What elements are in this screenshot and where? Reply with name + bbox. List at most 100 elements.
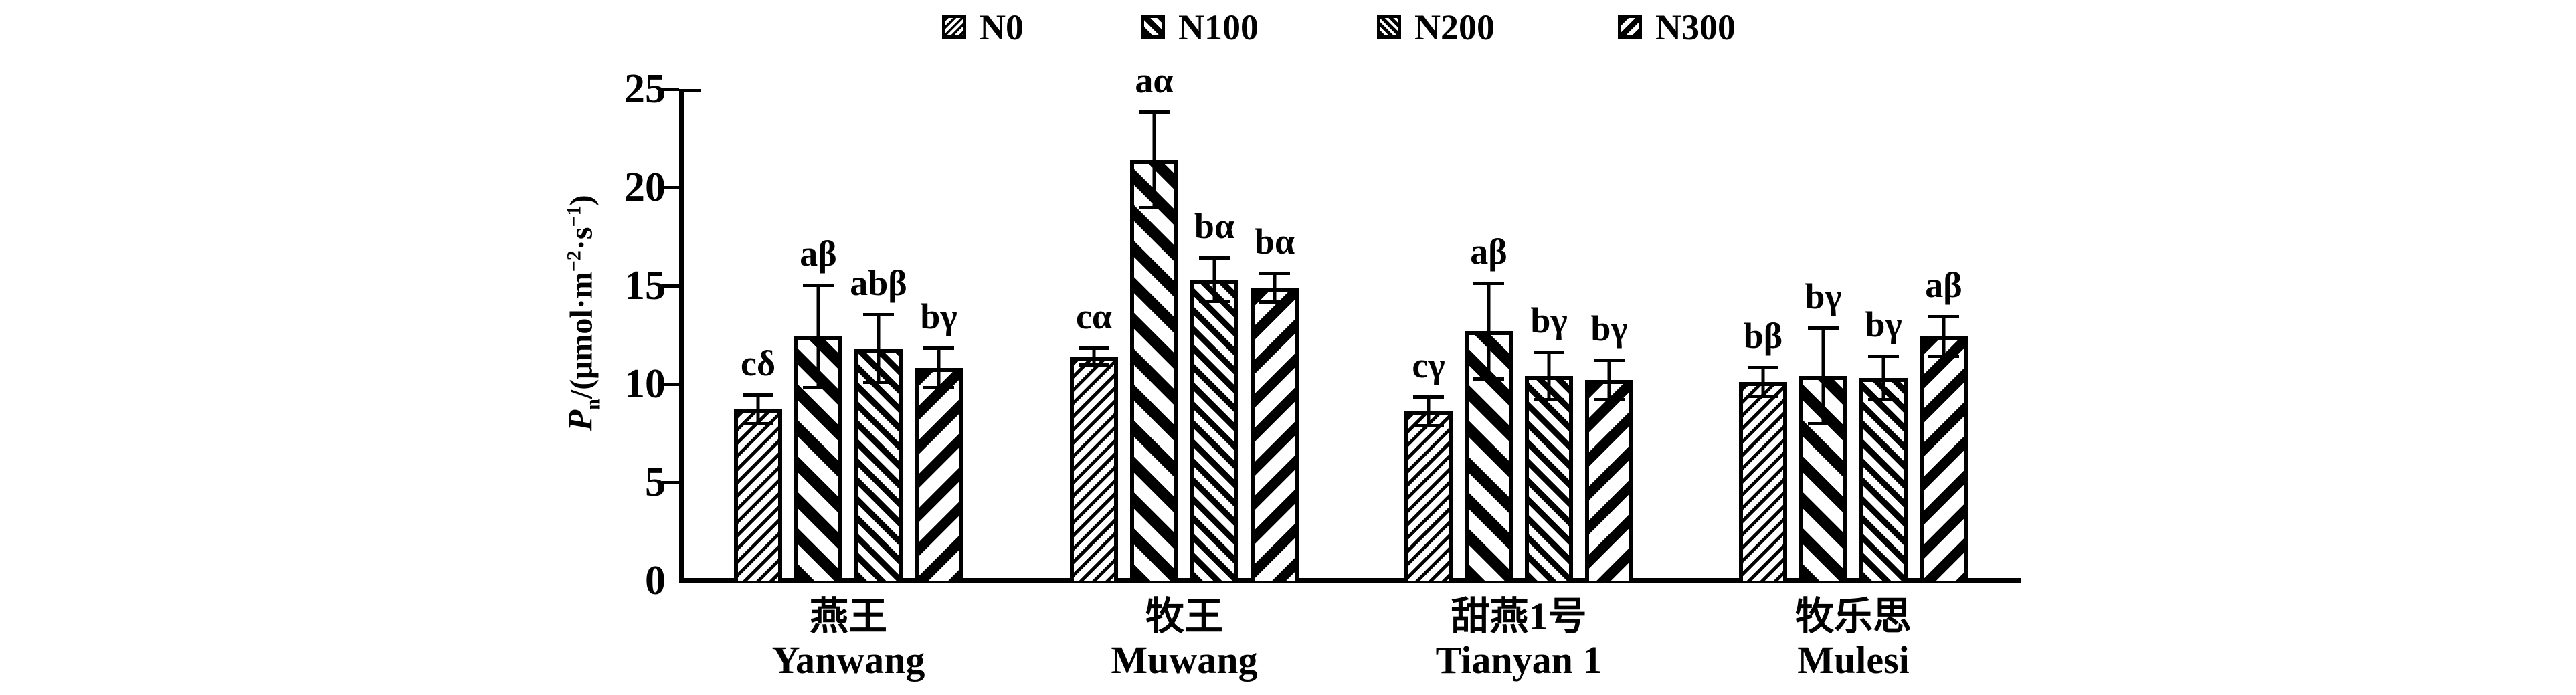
error-bar-cap [1473, 282, 1504, 285]
legend-label: N100 [1178, 7, 1259, 47]
error-bar-cap [1928, 315, 1959, 318]
error-bar [1413, 395, 1444, 427]
significance-label: bβ [1743, 316, 1783, 356]
error-bar [1473, 282, 1504, 381]
legend-swatch-n0 [942, 15, 966, 39]
error-bar-stem [1212, 256, 1216, 303]
bar-n300-2 [1585, 380, 1633, 581]
bar-n0-1 [1070, 357, 1118, 581]
error-bar-stem [1761, 366, 1765, 398]
error-bar-cap [923, 386, 954, 389]
significance-label: cα [1075, 296, 1113, 336]
error-bar [1594, 359, 1625, 401]
category-label-cn: 牧乐思 [1795, 595, 1912, 638]
error-bar-cap [803, 386, 834, 389]
significance-label: bγ [1590, 308, 1628, 349]
error-bar-cap [1199, 300, 1230, 303]
error-bar-cap [1808, 326, 1839, 330]
error-bar-cap [1259, 272, 1290, 275]
legend-label: N200 [1414, 7, 1495, 47]
significance-label: bγ [1530, 300, 1568, 340]
error-bar-stem [756, 393, 760, 425]
category-label-cn: 牧王 [1145, 595, 1224, 638]
error-bar-cap [1748, 366, 1778, 369]
bar-n0-0 [734, 409, 782, 581]
error-bar [743, 393, 773, 425]
error-bar-cap [1534, 351, 1564, 354]
category-label-cn: 甜燕1号 [1451, 595, 1587, 638]
error-bar-cap [1199, 256, 1230, 260]
error-bar-stem [1427, 395, 1431, 427]
error-bar-cap [1473, 377, 1504, 381]
error-bar-cap [743, 422, 773, 425]
error-bar-cap [1928, 355, 1959, 358]
error-bar-stem [1152, 110, 1156, 209]
significance-label: bγ [920, 296, 957, 336]
error-bar-stem [1607, 359, 1611, 401]
bar-n300-1 [1251, 288, 1299, 581]
y-axis-top-cap [684, 89, 701, 92]
significance-label: bα [1194, 206, 1235, 246]
bar-n0-3 [1739, 382, 1787, 581]
error-bar-cap [1259, 300, 1290, 304]
y-axis-tick [662, 383, 679, 386]
bar-n300-3 [1920, 336, 1968, 581]
bar-n200-1 [1190, 280, 1238, 581]
y-axis-tick-label: 20 [624, 165, 666, 210]
significance-label: bγ [1805, 276, 1842, 316]
y-axis-tick [662, 186, 679, 189]
error-bar-cap [1413, 395, 1444, 399]
significance-label: cδ [741, 343, 775, 383]
bar-n0-2 [1404, 411, 1453, 581]
legend-swatch-n300 [1618, 15, 1642, 39]
error-bar-cap [1413, 424, 1444, 427]
error-bar-cap [923, 346, 954, 350]
error-bar-cap [1139, 206, 1170, 209]
y-axis-tick [662, 481, 679, 484]
bar-n200-2 [1525, 376, 1573, 581]
significance-label: aα [1135, 60, 1174, 100]
significance-label: aβ [800, 233, 837, 274]
error-bar-cap [1079, 363, 1109, 367]
error-bar-cap [743, 393, 773, 397]
error-bar [1868, 355, 1899, 401]
legend-swatch-n100 [1141, 15, 1165, 39]
error-bar-stem [816, 284, 820, 389]
error-bar-cap [1868, 398, 1899, 401]
y-axis-tick-label: 10 [624, 361, 666, 407]
error-bar-stem [1547, 351, 1551, 401]
error-bar [1199, 256, 1230, 303]
error-bar [1928, 315, 1959, 358]
error-bar-stem [1821, 326, 1825, 425]
error-bar-stem [937, 346, 941, 389]
error-bar-stem [1092, 346, 1096, 367]
legend-swatch-n200 [1377, 15, 1401, 39]
significance-label: aβ [1470, 231, 1507, 272]
bar-n300-0 [915, 368, 963, 581]
legend-label: N300 [1655, 7, 1736, 47]
bar-n100-2 [1465, 331, 1513, 581]
error-bar [863, 313, 894, 384]
error-bar-stem [1942, 315, 1946, 358]
y-axis-tick [662, 284, 679, 288]
bar-n100-1 [1130, 160, 1178, 581]
significance-label: cγ [1412, 345, 1445, 385]
x-axis-line [679, 578, 2021, 583]
error-bar-stem [1881, 355, 1885, 401]
category-label-en: Tianyan 1 [1435, 638, 1602, 682]
category-label-cn: 燕王 [809, 595, 888, 638]
y-axis-tick-label: 0 [645, 558, 666, 603]
error-bar-cap [1748, 395, 1778, 398]
y-axis-line [679, 89, 684, 583]
error-bar-cap [1594, 359, 1625, 362]
error-bar-cap [863, 381, 894, 384]
y-axis-label-symbol: P [561, 409, 600, 431]
error-bar-cap [1079, 346, 1109, 350]
error-bar-cap [803, 284, 834, 287]
y-axis-tick-label: 5 [645, 460, 666, 505]
significance-label: bα [1254, 221, 1295, 262]
error-bar-cap [1534, 398, 1564, 401]
legend-label: N0 [980, 7, 1024, 47]
error-bar-cap [1139, 110, 1170, 114]
